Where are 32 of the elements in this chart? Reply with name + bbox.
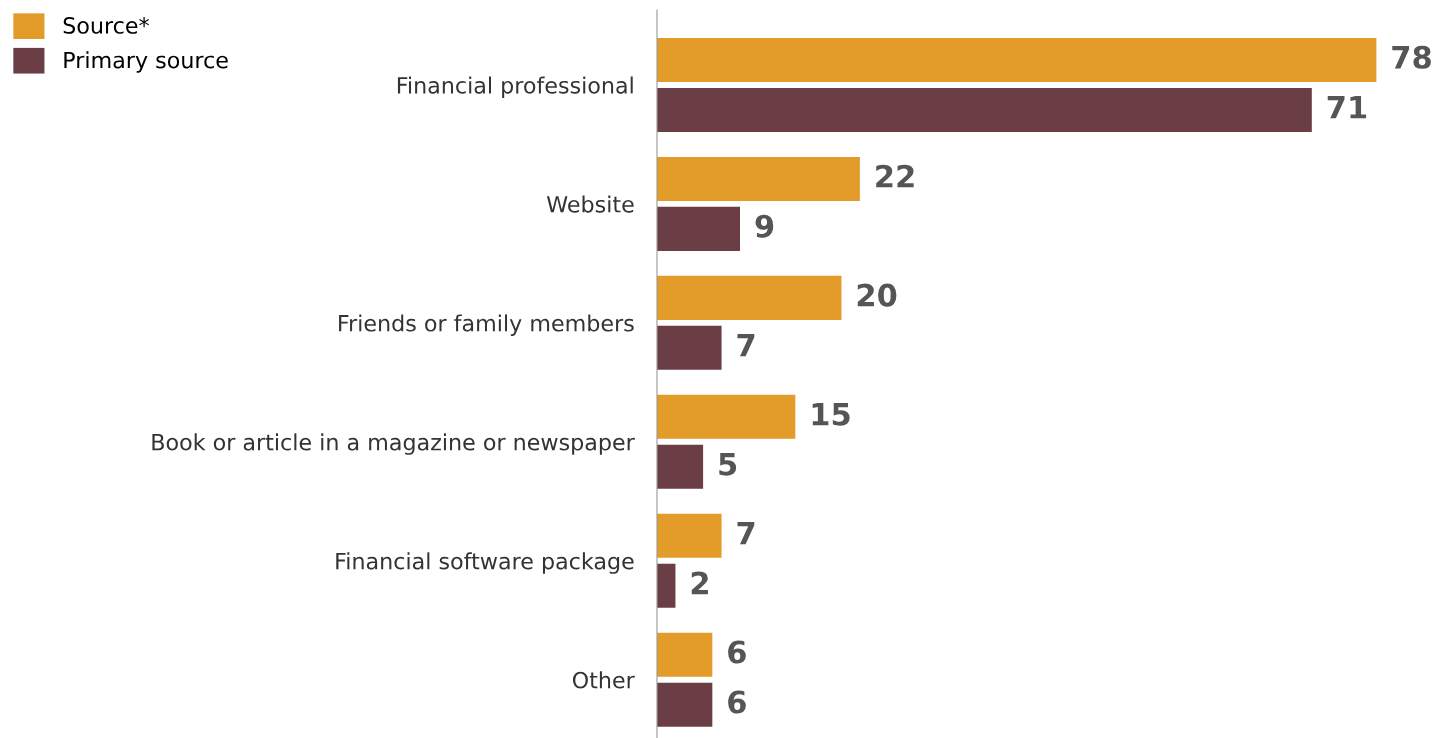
y-tick-label: Financial professional — [397, 76, 633, 99]
y-tick-label: Friends or family members — [339, 314, 634, 336]
data-label: 7 — [737, 521, 755, 545]
data-label: 22 — [876, 164, 914, 188]
data-label: 2 — [691, 571, 708, 595]
bar — [657, 444, 704, 489]
y-tick-label: Other — [572, 671, 635, 689]
data-label: 6 — [728, 690, 746, 714]
data-label: 5 — [719, 452, 737, 476]
bar — [657, 682, 713, 727]
data-label: 6 — [728, 640, 746, 664]
bar — [657, 275, 842, 320]
y-tick-label: Financial software package — [336, 552, 634, 574]
bar — [657, 394, 796, 439]
bar — [657, 87, 1312, 132]
legend-label: Primary source — [64, 51, 228, 73]
bar — [657, 513, 722, 558]
y-tick-label: Website — [546, 195, 634, 213]
data-label: 78 — [1392, 45, 1431, 69]
legend-label: Source* — [63, 17, 149, 34]
bar — [657, 632, 713, 677]
bar — [657, 156, 860, 201]
data-label: 7 — [737, 333, 755, 357]
data-label: 20 — [857, 283, 897, 307]
bar — [657, 325, 722, 370]
bar — [657, 206, 740, 251]
bar — [657, 563, 676, 608]
y-tick-label: Book or article in a magazine or newspaper — [152, 433, 635, 455]
data-label: 71 — [1327, 96, 1367, 119]
data-label: 15 — [812, 402, 850, 426]
data-label: 9 — [755, 214, 774, 238]
bar — [657, 37, 1377, 82]
